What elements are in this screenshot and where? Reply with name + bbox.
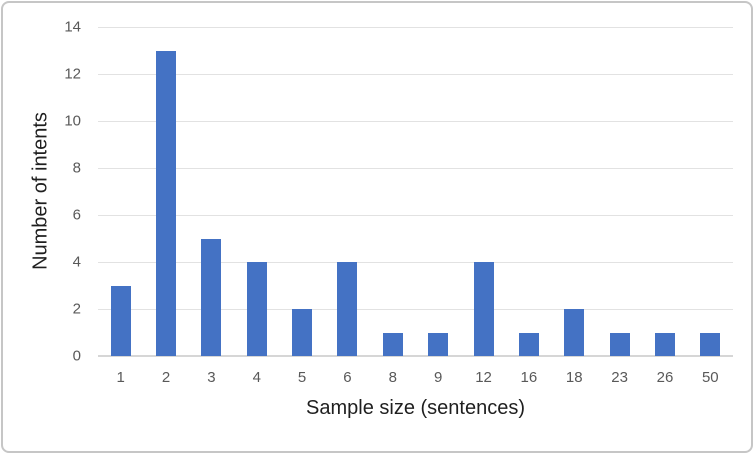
- bar-8: [382, 332, 403, 356]
- x-tick-label-16: 16: [520, 369, 538, 386]
- bar-4: [246, 262, 267, 356]
- plot-area: [98, 27, 733, 357]
- x-tick-label-23: 23: [611, 369, 628, 386]
- x-tick-label-6: 6: [343, 369, 352, 386]
- bar-12: [473, 262, 494, 356]
- x-tick-label-1: 1: [116, 369, 125, 386]
- bar-23: [609, 332, 630, 356]
- y-tick-label-6: 6: [72, 206, 81, 224]
- bar-5: [292, 309, 313, 356]
- gridline-0: [98, 355, 733, 357]
- y-tick-label-0: 0: [72, 347, 81, 365]
- x-tick-label-4: 4: [252, 369, 261, 386]
- x-tick-label-5: 5: [297, 369, 307, 386]
- bar-chart: Number of intents 0 2 4 6 8 10 12 14 1 2 3 4 5 6 8 9 12…: [3, 3, 751, 451]
- x-tick-label-9: 9: [434, 369, 443, 386]
- y-tick-label-2: 2: [72, 300, 81, 318]
- bar-50: [700, 332, 721, 356]
- bar-1: [110, 285, 131, 356]
- x-tick-label-50: 50: [701, 369, 719, 386]
- y-tick-label-12: 12: [64, 65, 81, 83]
- x-tick-label-3: 3: [207, 369, 216, 386]
- gridline-10: [98, 121, 733, 122]
- bar-9: [428, 332, 449, 356]
- gridline-8: [98, 168, 733, 169]
- gridline-4: [98, 262, 733, 263]
- x-tick-label-2: 2: [161, 369, 171, 386]
- x-tick-label-26: 26: [656, 369, 674, 386]
- y-tick-label-8: 8: [72, 159, 81, 177]
- gridline-2: [98, 309, 733, 310]
- bar-3: [201, 238, 222, 356]
- bar-16: [518, 332, 539, 356]
- x-tick-label-12: 12: [475, 369, 492, 386]
- x-axis-title: Sample size (sentences): [306, 397, 525, 419]
- y-tick-label-14: 14: [64, 18, 81, 36]
- y-tick-label-4: 4: [72, 253, 81, 271]
- y-tick-label-10: 10: [64, 112, 81, 130]
- y-axis-title-text: Number of intents: [29, 112, 52, 270]
- x-tick-label-18: 18: [565, 369, 583, 386]
- bar-26: [654, 332, 675, 356]
- bar-2: [156, 50, 177, 356]
- gridline-12: [98, 74, 733, 75]
- bar-18: [564, 309, 585, 356]
- x-tick-label-8: 8: [388, 369, 397, 386]
- bar-6: [337, 262, 358, 356]
- gridline-6: [98, 215, 733, 216]
- gridline-14: [98, 27, 733, 28]
